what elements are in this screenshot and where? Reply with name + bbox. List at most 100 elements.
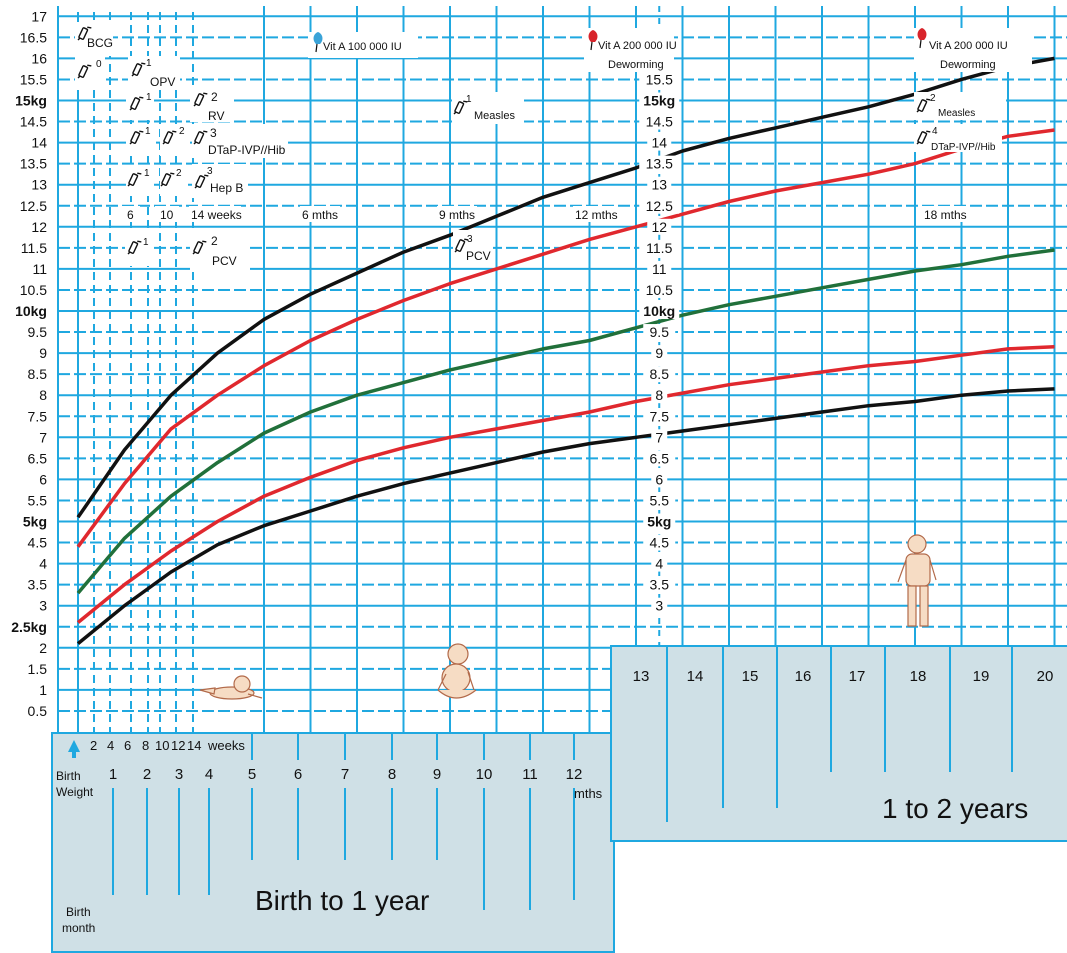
mid-tick-bg [651, 429, 668, 446]
vita-200000-label-2: Vit A 200 000 IU [929, 40, 1008, 52]
pcv-dose-1: 1 [143, 237, 149, 248]
y-tick-label: 12.5 [20, 198, 47, 214]
deworming-label-2: Deworming [940, 59, 996, 71]
opv-label: OPV [150, 75, 175, 89]
mid-tick-label: 14 [651, 135, 667, 151]
measles-label-2: Measles [938, 108, 975, 119]
mid-tick-label: 4 [655, 556, 663, 572]
y-tick-label: 10kg [15, 303, 47, 319]
month-label: 10 [476, 766, 493, 783]
mid-tick-label: 3 [655, 598, 663, 614]
mid-tick-label: 3.5 [650, 577, 670, 593]
y-tick-label: 4 [39, 556, 47, 572]
y-tick-label: 12 [31, 219, 47, 235]
mid-tick-label: 8.5 [650, 366, 670, 382]
week-label: weeks [207, 738, 245, 753]
mid-tick-label: 5.5 [650, 492, 670, 508]
opv-dose-2: 1 [146, 92, 152, 103]
month-label: 14 [687, 668, 704, 685]
mid-tick-label: 13 [651, 177, 667, 193]
y-tick-label: 11 [32, 261, 47, 277]
mid-tick-bg [643, 324, 676, 341]
y-tick-label: 7.5 [28, 408, 48, 424]
week-label: 12 [171, 738, 185, 753]
y-tick-label: 1.5 [28, 661, 48, 677]
mid-tick-label: 11 [652, 261, 667, 277]
opv-dose-1: 1 [146, 58, 152, 69]
mid-tick-bg [639, 303, 680, 319]
growth-curves [76, 56, 1055, 645]
y-tick-label: 2 [39, 640, 47, 656]
hepb-label: Hep B [210, 181, 243, 195]
mid-tick-label: 7.5 [650, 408, 670, 424]
week-label: 4 [107, 738, 114, 753]
week-label: 2 [90, 738, 97, 753]
mid-tick-label: 11.5 [646, 240, 672, 256]
y-axis-labels: 0.511.522.5kg33.544.55kg5.566.577.588.59… [11, 8, 47, 719]
age-label-10w: 10 [160, 208, 174, 222]
opv-dose-0: 0 [96, 59, 102, 70]
mid-tick-bg [647, 176, 672, 193]
deworming-label-1: Deworming [608, 59, 664, 71]
rv-label: RV [208, 109, 224, 123]
growth-curve-4 [76, 345, 1055, 624]
dtap4-label: DTaP-IVP//Hib [931, 142, 996, 153]
mid-tick-label: 6 [655, 471, 663, 487]
mid-tick-bg [643, 450, 676, 467]
y-tick-label: 9 [39, 345, 47, 361]
mid-tick-label: 8 [655, 387, 663, 403]
growth-curve-3 [76, 248, 1055, 595]
mid-tick-bg [643, 534, 676, 551]
age-label-6w: 6 [127, 208, 134, 222]
hepb-dose-2: 2 [176, 168, 182, 179]
mid-tick-bg [643, 366, 676, 383]
mid-tick-label: 14.5 [646, 114, 673, 130]
age-labels: 6 10 14 weeks 6 mths 9 mths 12 mths 18 m… [122, 206, 968, 222]
vita-100000-label: Vit A 100 000 IU [323, 41, 402, 53]
month-label: 8 [388, 766, 396, 783]
mid-tick-bg [639, 71, 680, 88]
hepb-dose-1: 1 [144, 168, 150, 179]
y-tick-label: 3 [39, 598, 47, 614]
y-tick-label: 1 [39, 682, 47, 698]
y-tick-label: 8.5 [28, 366, 48, 382]
hepb-dose-3: 3 [207, 166, 213, 177]
month-label: 5 [248, 766, 256, 783]
measles-dose-2: 2 [930, 93, 936, 104]
mid-tick-bg [651, 387, 668, 404]
y-tick-label: 11.5 [21, 240, 47, 256]
week-label: 8 [142, 738, 149, 753]
panel-1-to-2-years: 13 14 15 16 17 18 19 20 1 to 2 years [610, 645, 1067, 842]
y-tick-label: 16 [31, 50, 47, 66]
arrow-up-icon [68, 740, 80, 758]
age-label-9m: 9 mths [439, 208, 475, 222]
growth-curve-1 [76, 56, 1055, 519]
y-tick-label: 5kg [23, 514, 47, 530]
age-label-18m: 18 mths [924, 208, 967, 222]
month-label: 20 [1037, 668, 1054, 685]
mid-tick-bg [639, 197, 680, 214]
mid-tick-label: 12.5 [646, 198, 673, 214]
month-label: 4 [205, 766, 213, 783]
mid-tick-label: 10kg [643, 303, 675, 319]
pcv3-dose: 3 [467, 234, 473, 245]
month-label: 9 [433, 766, 441, 783]
dtap4-dose: 4 [932, 126, 938, 137]
mid-tick-bg [639, 92, 680, 109]
age-label-6m: 6 mths [302, 208, 338, 222]
mid-tick-bg [647, 260, 672, 277]
standing-toddler-icon [897, 534, 937, 627]
dtap-label: DTaP-IVP//Hib [208, 143, 286, 157]
mid-tick-label: 12 [651, 219, 667, 235]
mid-tick-bg [647, 218, 672, 235]
mid-tick-bg [651, 555, 668, 572]
age-label-12m: 12 mths [575, 208, 618, 222]
mid-tick-bg [639, 113, 680, 130]
mths-label: mths [574, 786, 603, 801]
mid-tick-label: 10.5 [646, 282, 673, 298]
mid-tick-label: 4.5 [650, 535, 670, 551]
mid-tick-bg [647, 134, 672, 151]
month-label: 6 [294, 766, 302, 783]
bcg-label: BCG [87, 36, 113, 50]
